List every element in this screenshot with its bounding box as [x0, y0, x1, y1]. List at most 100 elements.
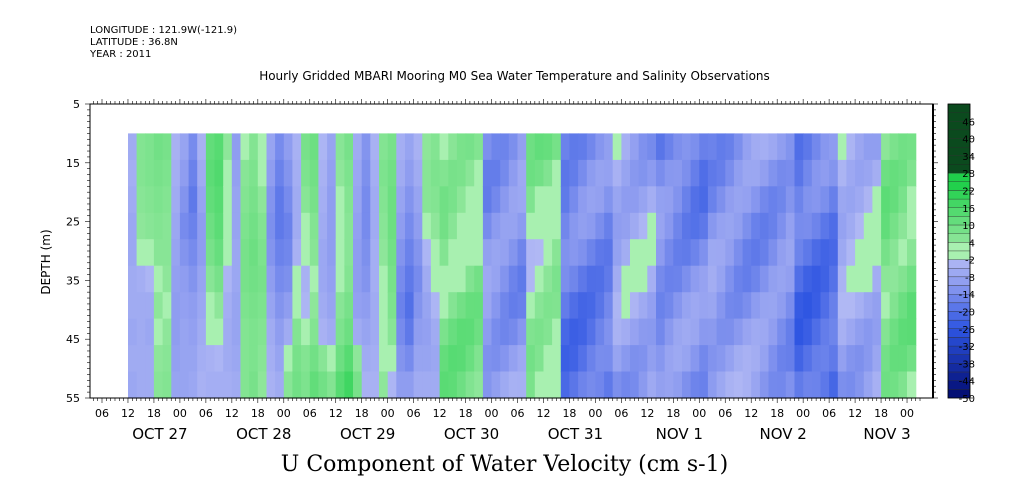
heat-cell [707, 239, 718, 267]
heat-cell [214, 345, 224, 373]
heat-cell [560, 292, 571, 320]
heat-cell [205, 239, 216, 267]
heat-cell [379, 318, 389, 346]
heat-cell [318, 265, 328, 293]
heat-cell [803, 265, 813, 293]
heat-cell [803, 212, 813, 240]
heat-cell [768, 239, 778, 267]
heat-cell [682, 133, 692, 161]
heat-cell [179, 133, 190, 161]
heat-cell [707, 212, 718, 240]
heat-cell [379, 133, 389, 161]
heat-cell [517, 212, 527, 240]
heat-cell [751, 292, 761, 320]
heat-cell [318, 292, 328, 320]
heat-cell [785, 292, 796, 320]
heat-cell [586, 292, 597, 320]
heat-cell [759, 186, 770, 214]
heat-cell [188, 292, 198, 320]
heat-cell [595, 239, 605, 267]
heat-cell [664, 265, 674, 293]
heat-cell [275, 133, 285, 161]
heat-cell [413, 345, 423, 373]
heat-cell [327, 212, 337, 240]
heat-cell [456, 212, 467, 240]
heat-cell [145, 212, 155, 240]
heat-cell [863, 292, 874, 320]
heat-cell [630, 239, 640, 267]
heat-cell [422, 159, 432, 187]
heat-cell [430, 239, 441, 267]
heat-cell [664, 292, 674, 320]
heat-cell [716, 265, 726, 293]
heat-cell [707, 159, 718, 187]
heat-cell [803, 292, 813, 320]
heat-cell [456, 186, 467, 214]
x-tick-label: 12 [225, 407, 239, 420]
heat-cell [136, 345, 146, 373]
heat-cell [889, 265, 899, 293]
heat-cell [552, 345, 562, 373]
heat-cell [153, 345, 164, 373]
heat-cell [508, 345, 519, 373]
heat-cell [456, 265, 467, 293]
heat-cell [145, 318, 155, 346]
heat-cell [335, 292, 345, 320]
heat-cell [361, 292, 371, 320]
heat-cell [699, 318, 709, 346]
heat-cell [733, 292, 744, 320]
heat-cell [733, 159, 744, 187]
heat-cell [785, 239, 796, 267]
heat-cell [586, 239, 597, 267]
heat-cell [811, 212, 822, 240]
heat-cell [820, 345, 830, 373]
heat-cell [725, 345, 735, 373]
heat-cell [214, 159, 224, 187]
heat-cell [699, 292, 709, 320]
heat-cell [179, 159, 190, 187]
heat-cell [630, 292, 640, 320]
colorbar-label: -50 [959, 394, 975, 405]
heat-cell [145, 239, 155, 267]
heat-cell [379, 371, 389, 399]
colorbar-label: -20 [959, 308, 975, 319]
heat-cell [387, 186, 397, 214]
heat-cell [240, 318, 250, 346]
heat-cell [439, 186, 449, 214]
heat-cell [543, 212, 553, 240]
heat-cell [768, 186, 778, 214]
heat-cell [361, 345, 371, 373]
heat-cell [318, 239, 328, 267]
heat-cell [751, 265, 761, 293]
heat-cell [794, 133, 804, 161]
heat-cell [742, 371, 752, 399]
heat-cell [370, 265, 380, 293]
heat-cell [145, 345, 155, 373]
heat-cell [543, 239, 553, 267]
heat-cell [604, 371, 614, 399]
heat-cell [162, 133, 172, 161]
heat-cell [361, 318, 371, 346]
heat-cell [128, 292, 138, 320]
heat-cell [907, 212, 917, 240]
heat-cell [664, 133, 674, 161]
heat-cell [361, 265, 371, 293]
heat-cell [777, 318, 787, 346]
heat-cell [448, 133, 458, 161]
heat-cell [448, 186, 458, 214]
x-tick-label: 00 [381, 407, 395, 420]
heat-cell [690, 292, 700, 320]
heat-cell [292, 159, 302, 187]
heat-cell [595, 345, 605, 373]
heat-cell [889, 186, 899, 214]
heat-cell [387, 371, 397, 399]
heat-cell [517, 371, 527, 399]
heat-cell [630, 212, 640, 240]
heat-cell [309, 265, 320, 293]
heat-cell [604, 186, 614, 214]
heat-cell [578, 186, 588, 214]
heat-cell [837, 212, 848, 240]
x-tick-label: 18 [666, 407, 680, 420]
heat-cell [534, 186, 545, 214]
colorbar: 46 40 34 28 22 16 10 4 -2 -8 -14 -20 -26 -32 -38 -44 -50 [947, 103, 975, 405]
